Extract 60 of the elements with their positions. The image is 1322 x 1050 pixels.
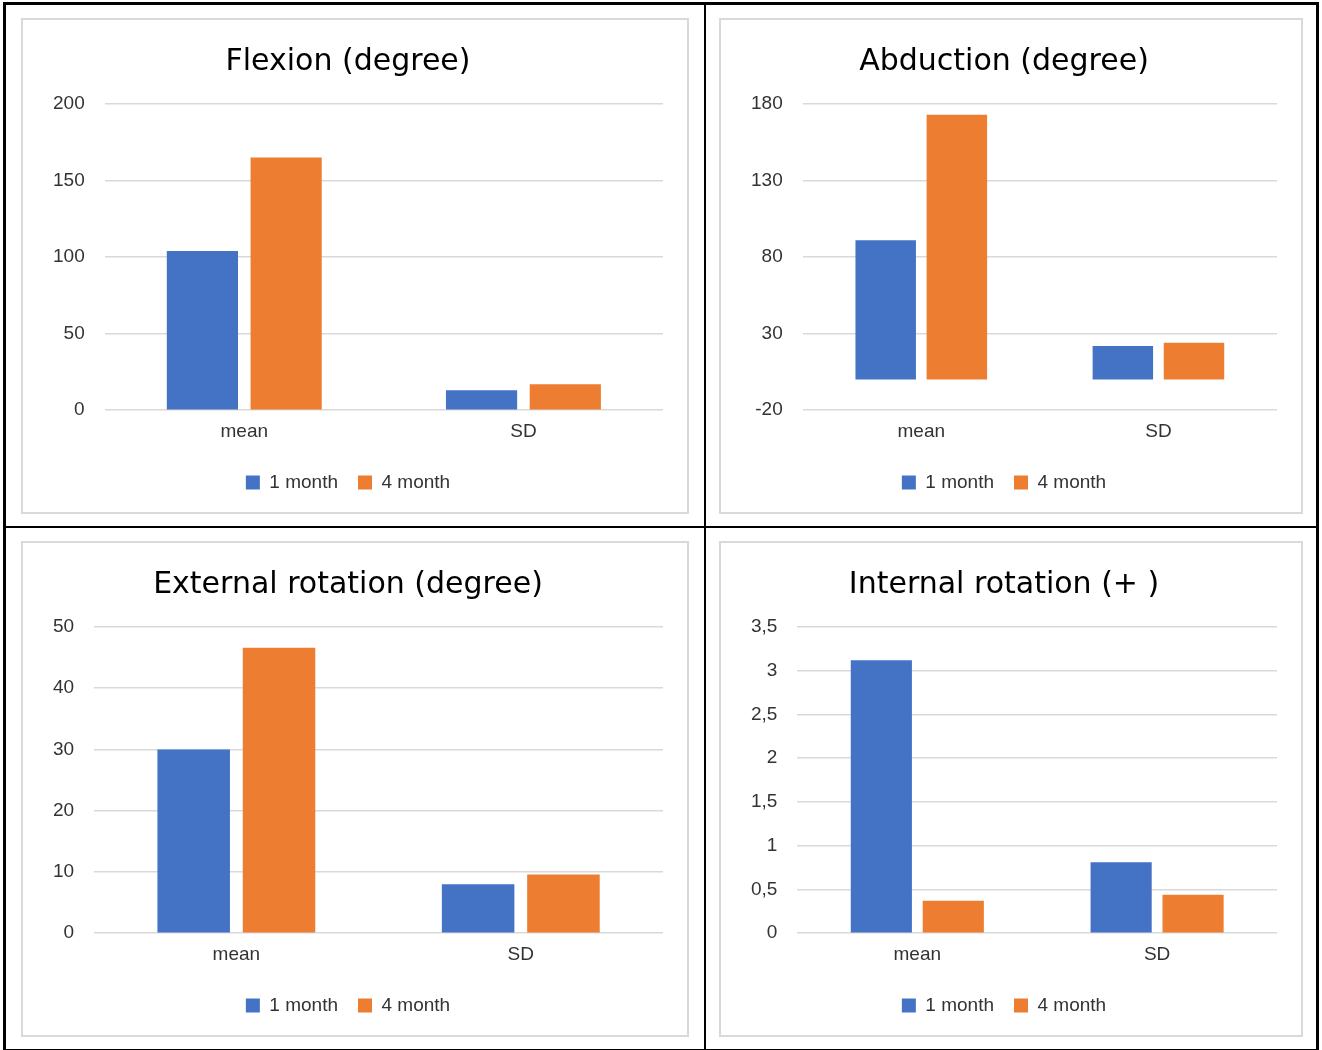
bar [157,748,230,932]
x-tick-label: mean [893,942,942,964]
y-tick-label: 150 [53,168,85,190]
bar [1162,894,1224,932]
x-tick-label: SD [1145,419,1172,441]
x-tick-label: SD [507,942,534,964]
legend-label: 4 month [1037,470,1107,492]
y-tick-label: 80 [761,244,783,266]
legend-label: 4 month [381,993,451,1015]
legend-label: 1 month [925,993,994,1015]
bar [1092,345,1154,380]
y-tick-label: 30 [52,737,75,759]
y-tick-label: 130 [751,168,783,190]
y-tick-label: 0 [766,920,778,942]
legend-label: 1 month [925,470,994,492]
y-tick-label: 3,5 [750,614,778,636]
y-tick-label: 3 [766,658,778,680]
bar [527,873,600,932]
y-tick-label: 2,5 [750,702,778,724]
y-tick-label: 30 [761,321,783,343]
chart-title: Abduction (degree) [859,41,1149,77]
x-tick-label: mean [897,419,946,441]
y-tick-label: 200 [53,91,85,113]
x-tick-label: SD [510,419,537,441]
bar [1090,861,1152,932]
y-tick-label: 20 [52,798,75,820]
y-tick-label: 0 [63,920,75,942]
y-tick-label: 2 [766,745,778,767]
y-tick-label: 0 [74,397,85,419]
chart-title: External rotation (degree) [153,564,543,600]
bar [1163,342,1225,380]
y-tick-label: 1 [766,833,778,855]
bar [850,659,912,932]
legend-label: 4 month [381,470,451,492]
x-tick-label: SD [1143,942,1171,964]
bar [242,647,316,932]
y-tick-label: -20 [755,397,783,419]
y-tick-label: 0,5 [750,877,778,899]
bar [250,157,322,409]
bar [855,239,916,380]
y-tick-label: 1,5 [750,789,778,811]
bar [166,250,238,409]
chart-title: Internal rotation (+ ) [848,564,1160,600]
bar [922,900,984,932]
y-tick-label: 100 [53,244,85,266]
y-tick-label: 10 [52,859,75,881]
y-tick-label: 50 [52,614,75,636]
legend-label: 4 month [1037,993,1107,1015]
chart-title: Flexion (degree) [225,41,471,77]
bar [445,389,518,409]
x-tick-label: mean [212,942,261,964]
x-tick-label: mean [220,419,269,441]
y-tick-label: 40 [52,675,75,697]
legend-label: 1 month [269,993,338,1015]
bar [926,114,988,380]
bar [529,383,601,409]
bar [441,883,515,932]
legend-label: 1 month [269,470,338,492]
y-tick-label: 180 [751,91,783,113]
y-tick-label: 50 [63,321,85,343]
